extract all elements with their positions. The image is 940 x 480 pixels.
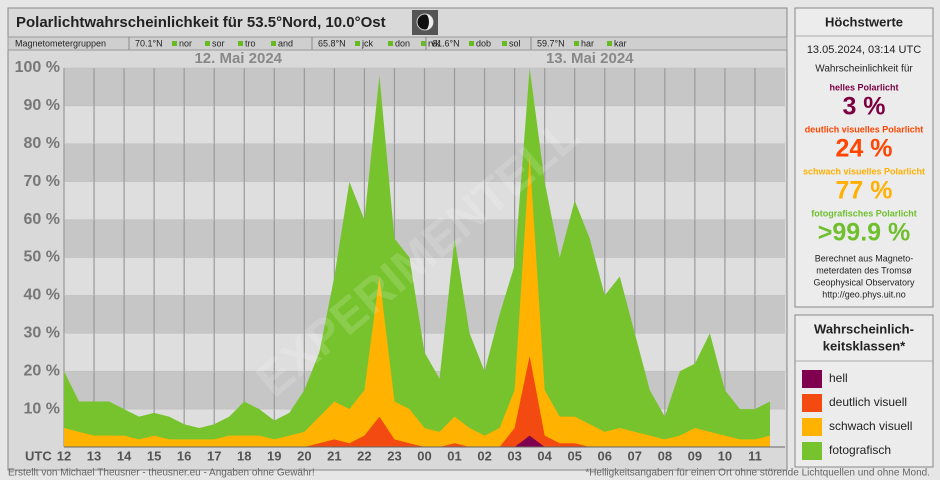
station-status xyxy=(502,41,507,46)
y-tick-label: 100 % xyxy=(15,59,60,76)
maxima-name: deutlich visuelles Polarlicht xyxy=(805,124,924,134)
x-tick-label: 07 xyxy=(628,448,642,463)
x-tick-label: 12 xyxy=(57,448,71,463)
footer-left: Erstellt von Michael Theusner - theusner… xyxy=(8,468,315,479)
x-tick-label: 14 xyxy=(117,448,132,463)
station-status xyxy=(271,41,276,46)
x-tick-label: 20 xyxy=(297,448,311,463)
station: don xyxy=(395,38,410,48)
station: jck xyxy=(361,38,373,48)
legend-label: schwach visuell xyxy=(829,419,912,433)
x-tick-label: 19 xyxy=(267,448,281,463)
maxima-name: fotografisches Polarlicht xyxy=(811,208,917,218)
station-status xyxy=(469,41,474,46)
x-tick-label: 02 xyxy=(477,448,491,463)
maxima-name: helles Polarlicht xyxy=(829,82,898,92)
y-tick-label: 70 % xyxy=(24,173,60,190)
legend-swatch xyxy=(802,442,822,460)
station-status xyxy=(172,41,177,46)
y-tick-label: 20 % xyxy=(24,362,60,379)
date-label: 13. Mai 2024 xyxy=(546,50,634,67)
y-tick-label: 80 % xyxy=(24,135,60,152)
group-bar xyxy=(7,36,788,51)
x-tick-label: 13 xyxy=(87,448,101,463)
x-tick-label: 11 xyxy=(748,448,762,463)
x-tick-label: 17 xyxy=(207,448,221,463)
maxima-name: schwach visuelles Polarlicht xyxy=(803,166,925,176)
maxima-value: 3 % xyxy=(842,93,885,121)
group-lat: 61.6°N xyxy=(432,38,460,48)
y-tick-label: 90 % xyxy=(24,97,60,114)
legend-swatch xyxy=(802,418,822,436)
panel-time: 13.05.2024, 03:14 UTC xyxy=(807,44,921,56)
x-tick-label: 06 xyxy=(598,448,612,463)
date-label: 12. Mai 2024 xyxy=(194,50,282,67)
group-lat: 65.8°N xyxy=(318,38,346,48)
station: kar xyxy=(614,38,627,48)
x-tick-label: 10 xyxy=(718,448,732,463)
legend-title: keitsklassen* xyxy=(823,338,906,353)
station-status xyxy=(238,41,243,46)
footer-right: *Helligkeitsangaben für einen Ort ohne s… xyxy=(585,468,930,479)
x-tick-label: 16 xyxy=(177,448,191,463)
station: sor xyxy=(212,38,225,48)
group-lat: 59.7°N xyxy=(537,38,565,48)
legend-label: fotografisch xyxy=(829,443,891,457)
x-tick-label: 15 xyxy=(147,448,161,463)
y-tick-label: 30 % xyxy=(24,325,60,342)
station-status xyxy=(388,41,393,46)
source-line: meterdaten des Tromsø xyxy=(816,265,912,275)
maxima-value: 77 % xyxy=(836,177,893,205)
x-tick-label: 09 xyxy=(688,448,702,463)
legend-panel xyxy=(794,314,934,468)
maxima-panel xyxy=(794,7,934,308)
x-tick-label: 00 xyxy=(417,448,431,463)
y-tick-label: 10 % xyxy=(24,400,60,417)
y-tick-label: 40 % xyxy=(24,287,60,304)
x-tick-label: 05 xyxy=(567,448,581,463)
station: and xyxy=(278,38,293,48)
source-line: http://geo.phys.uit.no xyxy=(822,289,906,299)
station: sol xyxy=(509,38,521,48)
station: dob xyxy=(476,38,491,48)
station-status xyxy=(355,41,360,46)
legend-swatch xyxy=(802,370,822,388)
station-status xyxy=(574,41,579,46)
x-tick-label: 22 xyxy=(357,448,371,463)
panel-title: Höchstwerte xyxy=(825,14,903,29)
legend-swatch xyxy=(802,394,822,412)
station-status xyxy=(421,41,426,46)
title: Polarlichtwahrscheinlichkeit für 53.5°No… xyxy=(16,14,386,31)
panel-intro: Wahrscheinlichkeit für xyxy=(815,64,913,75)
x-tick-label: 18 xyxy=(237,448,251,463)
maxima-value: 24 % xyxy=(836,135,893,163)
legend-label: deutlich visuell xyxy=(829,395,907,409)
source-line: Geophysical Observatory xyxy=(813,277,915,287)
x-tick-label: 01 xyxy=(447,448,461,463)
x-tick-label: 21 xyxy=(327,448,341,463)
legend-label: hell xyxy=(829,371,848,385)
x-tick-label: 04 xyxy=(537,448,552,463)
station: har xyxy=(581,38,594,48)
x-tick-label: 08 xyxy=(658,448,672,463)
groups-label: Magnetometergruppen xyxy=(15,38,106,48)
legend-title: Wahrscheinlich- xyxy=(814,321,914,336)
station-status xyxy=(607,41,612,46)
station-status xyxy=(205,41,210,46)
x-tick-label: 03 xyxy=(507,448,521,463)
x-tick-label: 23 xyxy=(387,448,401,463)
moon-lit xyxy=(425,14,433,30)
x-axis-label: UTC xyxy=(25,448,52,463)
maxima-value: >99.9 % xyxy=(818,219,910,247)
source-line: Berechnet aus Magneto- xyxy=(815,253,914,263)
y-tick-label: 50 % xyxy=(24,249,60,266)
group-lat: 70.1°N xyxy=(135,38,163,48)
y-tick-label: 60 % xyxy=(24,211,60,228)
station: tro xyxy=(245,38,256,48)
station: nor xyxy=(179,38,192,48)
station: rvk xyxy=(428,38,440,48)
area xyxy=(64,68,770,447)
